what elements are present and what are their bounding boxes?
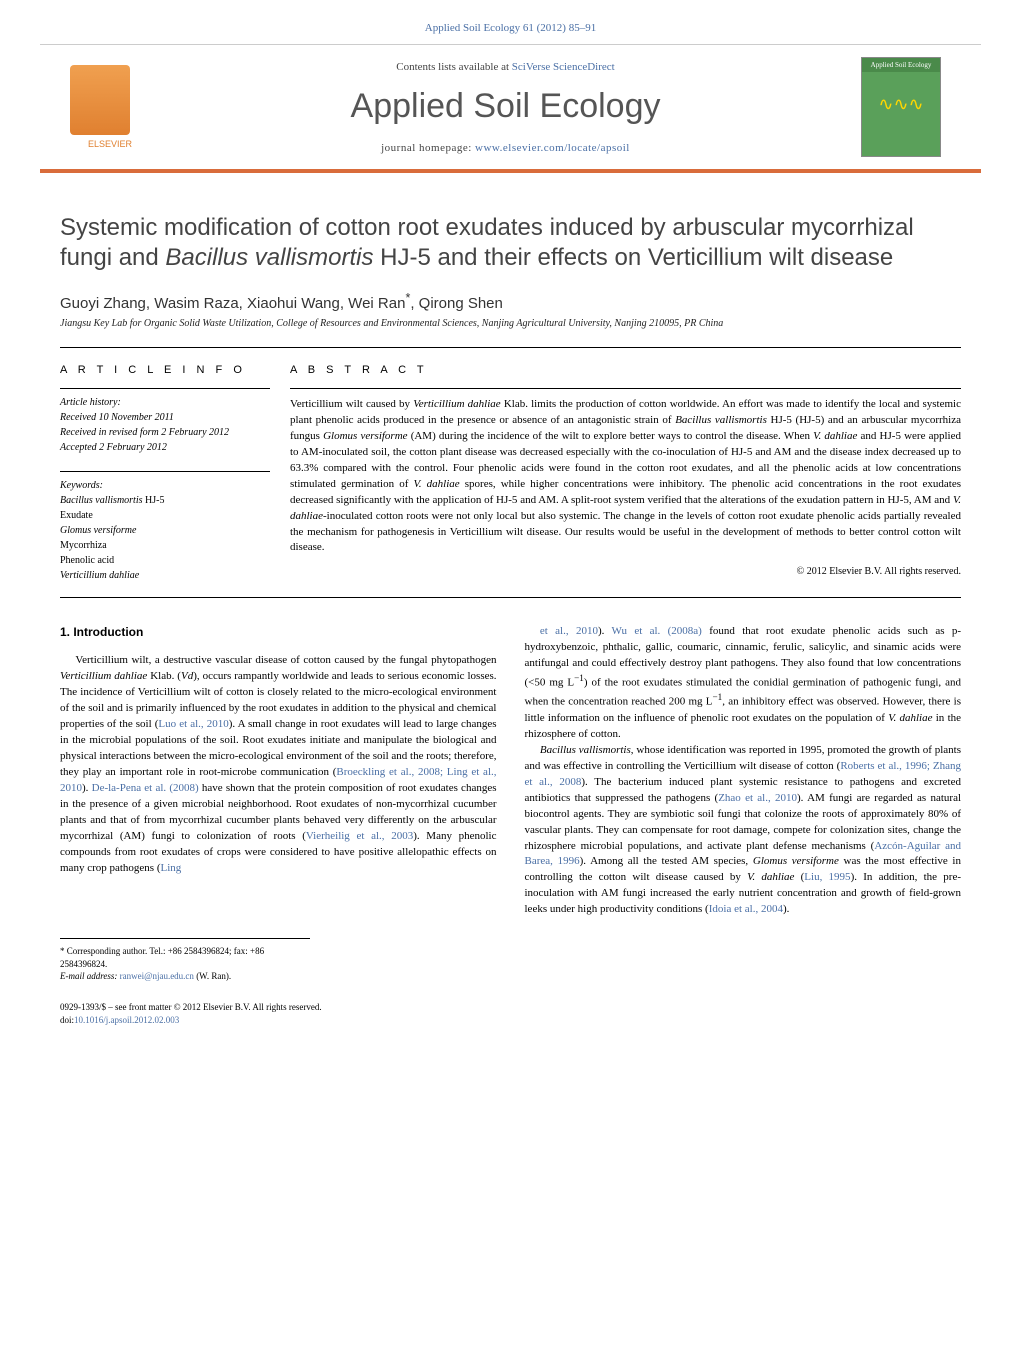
keyword-item: Verticillium dahliae <box>60 568 270 583</box>
contents-prefix: Contents lists available at <box>396 61 511 73</box>
publisher-label: ELSEVIER <box>70 139 150 149</box>
doi-prefix: doi: <box>60 1015 74 1025</box>
email-line: E-mail address: ranwei@njau.edu.cn (W. R… <box>60 970 310 983</box>
cover-thumbnail: Applied Soil Ecology ∿∿∿ <box>861 57 941 157</box>
abstract-column: A B S T R A C T Verticillium wilt caused… <box>290 364 961 583</box>
article-info-heading: A R T I C L E I N F O <box>60 364 270 376</box>
history-accepted: Accepted 2 February 2012 <box>60 440 270 455</box>
doi-link[interactable]: 10.1016/j.apsoil.2012.02.003 <box>74 1015 179 1025</box>
homepage-link[interactable]: www.elsevier.com/locate/apsoil <box>475 142 630 154</box>
ref-link[interactable]: De-la-Pena et al. (2008) <box>92 782 199 794</box>
sciencedirect-link[interactable]: SciVerse ScienceDirect <box>512 61 615 73</box>
corresponding-author-footnote: * Corresponding author. Tel.: +86 258439… <box>60 938 310 983</box>
ref-link[interactable]: et al., 2010 <box>540 625 598 637</box>
ref-link[interactable]: Ling <box>161 862 182 874</box>
body-columns: 1. Introduction Verticillium wilt, a des… <box>60 624 961 918</box>
section-heading: 1. Introduction <box>60 624 497 641</box>
banner-center: Contents lists available at SciVerse Sci… <box>150 61 861 154</box>
elsevier-tree-icon <box>70 65 130 135</box>
cover-thumbnail-block: Applied Soil Ecology ∿∿∿ <box>861 57 951 157</box>
article-title-block: Systemic modification of cotton root exu… <box>60 213 961 273</box>
front-matter-line: 0929-1393/$ – see front matter © 2012 El… <box>60 1001 961 1014</box>
info-abstract-row: A R T I C L E I N F O Article history: R… <box>60 347 961 583</box>
publisher-logo-block: ELSEVIER <box>70 65 150 149</box>
cover-graphic-icon: ∿∿∿ <box>862 72 940 115</box>
contents-line: Contents lists available at SciVerse Sci… <box>150 61 861 73</box>
history-revised: Received in revised form 2 February 2012 <box>60 425 270 440</box>
email-link[interactable]: ranwei@njau.edu.cn <box>120 971 194 981</box>
homepage-prefix: journal homepage: <box>381 142 475 154</box>
page-footer: 0929-1393/$ – see front matter © 2012 El… <box>60 1001 961 1026</box>
email-suffix: (W. Ran). <box>194 971 231 981</box>
ref-link[interactable]: Wu et al. (2008a) <box>612 625 702 637</box>
ref-link[interactable]: Azcón-Aguilar and Barea, 1996 <box>525 840 962 868</box>
running-header: Applied Soil Ecology 61 (2012) 85–91 <box>0 0 1021 44</box>
body-paragraph: Verticillium wilt, a destructive vascula… <box>60 653 497 876</box>
keywords-block: Keywords: Bacillus vallismortis HJ-5Exud… <box>60 471 270 583</box>
ref-link[interactable]: Zhao et al., 2010 <box>718 792 797 804</box>
history-label: Article history: <box>60 395 270 410</box>
ref-link[interactable]: Vierheilig et al., 2003 <box>306 830 413 842</box>
author-list: Guoyi Zhang, Wasim Raza, Xiaohui Wang, W… <box>60 291 961 312</box>
abstract-heading: A B S T R A C T <box>290 364 961 376</box>
journal-banner: ELSEVIER Contents lists available at Sci… <box>40 44 981 173</box>
body-column-left: 1. Introduction Verticillium wilt, a des… <box>60 624 497 918</box>
article-history-block: Article history: Received 10 November 20… <box>60 388 270 455</box>
cover-label: Applied Soil Ecology <box>862 58 940 72</box>
abstract-copyright: © 2012 Elsevier B.V. All rights reserved… <box>290 566 961 577</box>
keyword-item: Phenolic acid <box>60 553 270 568</box>
keyword-item: Mycorrhiza <box>60 538 270 553</box>
journal-name: Applied Soil Ecology <box>150 87 861 126</box>
keyword-item: Bacillus vallismortis HJ-5 <box>60 493 270 508</box>
history-received: Received 10 November 2011 <box>60 410 270 425</box>
keyword-item: Exudate <box>60 508 270 523</box>
ref-link[interactable]: Roberts et al., 1996; Zhang et al., 2008 <box>525 760 962 788</box>
abstract-bottom-rule <box>60 597 961 598</box>
article-title: Systemic modification of cotton root exu… <box>60 213 961 273</box>
body-paragraph: et al., 2010). Wu et al. (2008a) found t… <box>525 624 962 918</box>
doi-line: doi:10.1016/j.apsoil.2012.02.003 <box>60 1014 961 1027</box>
ref-link[interactable]: Luo et al., 2010 <box>158 718 228 730</box>
keyword-item: Glomus versiforme <box>60 523 270 538</box>
homepage-line: journal homepage: www.elsevier.com/locat… <box>150 142 861 154</box>
abstract-text: Verticillium wilt caused by Verticillium… <box>290 388 961 556</box>
ref-link[interactable]: Liu, 1995 <box>804 871 850 883</box>
keywords-label: Keywords: <box>60 478 270 493</box>
citation: Applied Soil Ecology 61 (2012) 85–91 <box>425 22 596 34</box>
affiliation: Jiangsu Key Lab for Organic Solid Waste … <box>60 318 961 329</box>
ref-link[interactable]: Idoia et al., 2004 <box>709 903 783 915</box>
email-label: E-mail address: <box>60 971 120 981</box>
keywords-list: Bacillus vallismortis HJ-5ExudateGlomus … <box>60 493 270 583</box>
article-info-column: A R T I C L E I N F O Article history: R… <box>60 364 290 583</box>
body-column-right: et al., 2010). Wu et al. (2008a) found t… <box>525 624 962 918</box>
corr-author-line: * Corresponding author. Tel.: +86 258439… <box>60 945 310 970</box>
